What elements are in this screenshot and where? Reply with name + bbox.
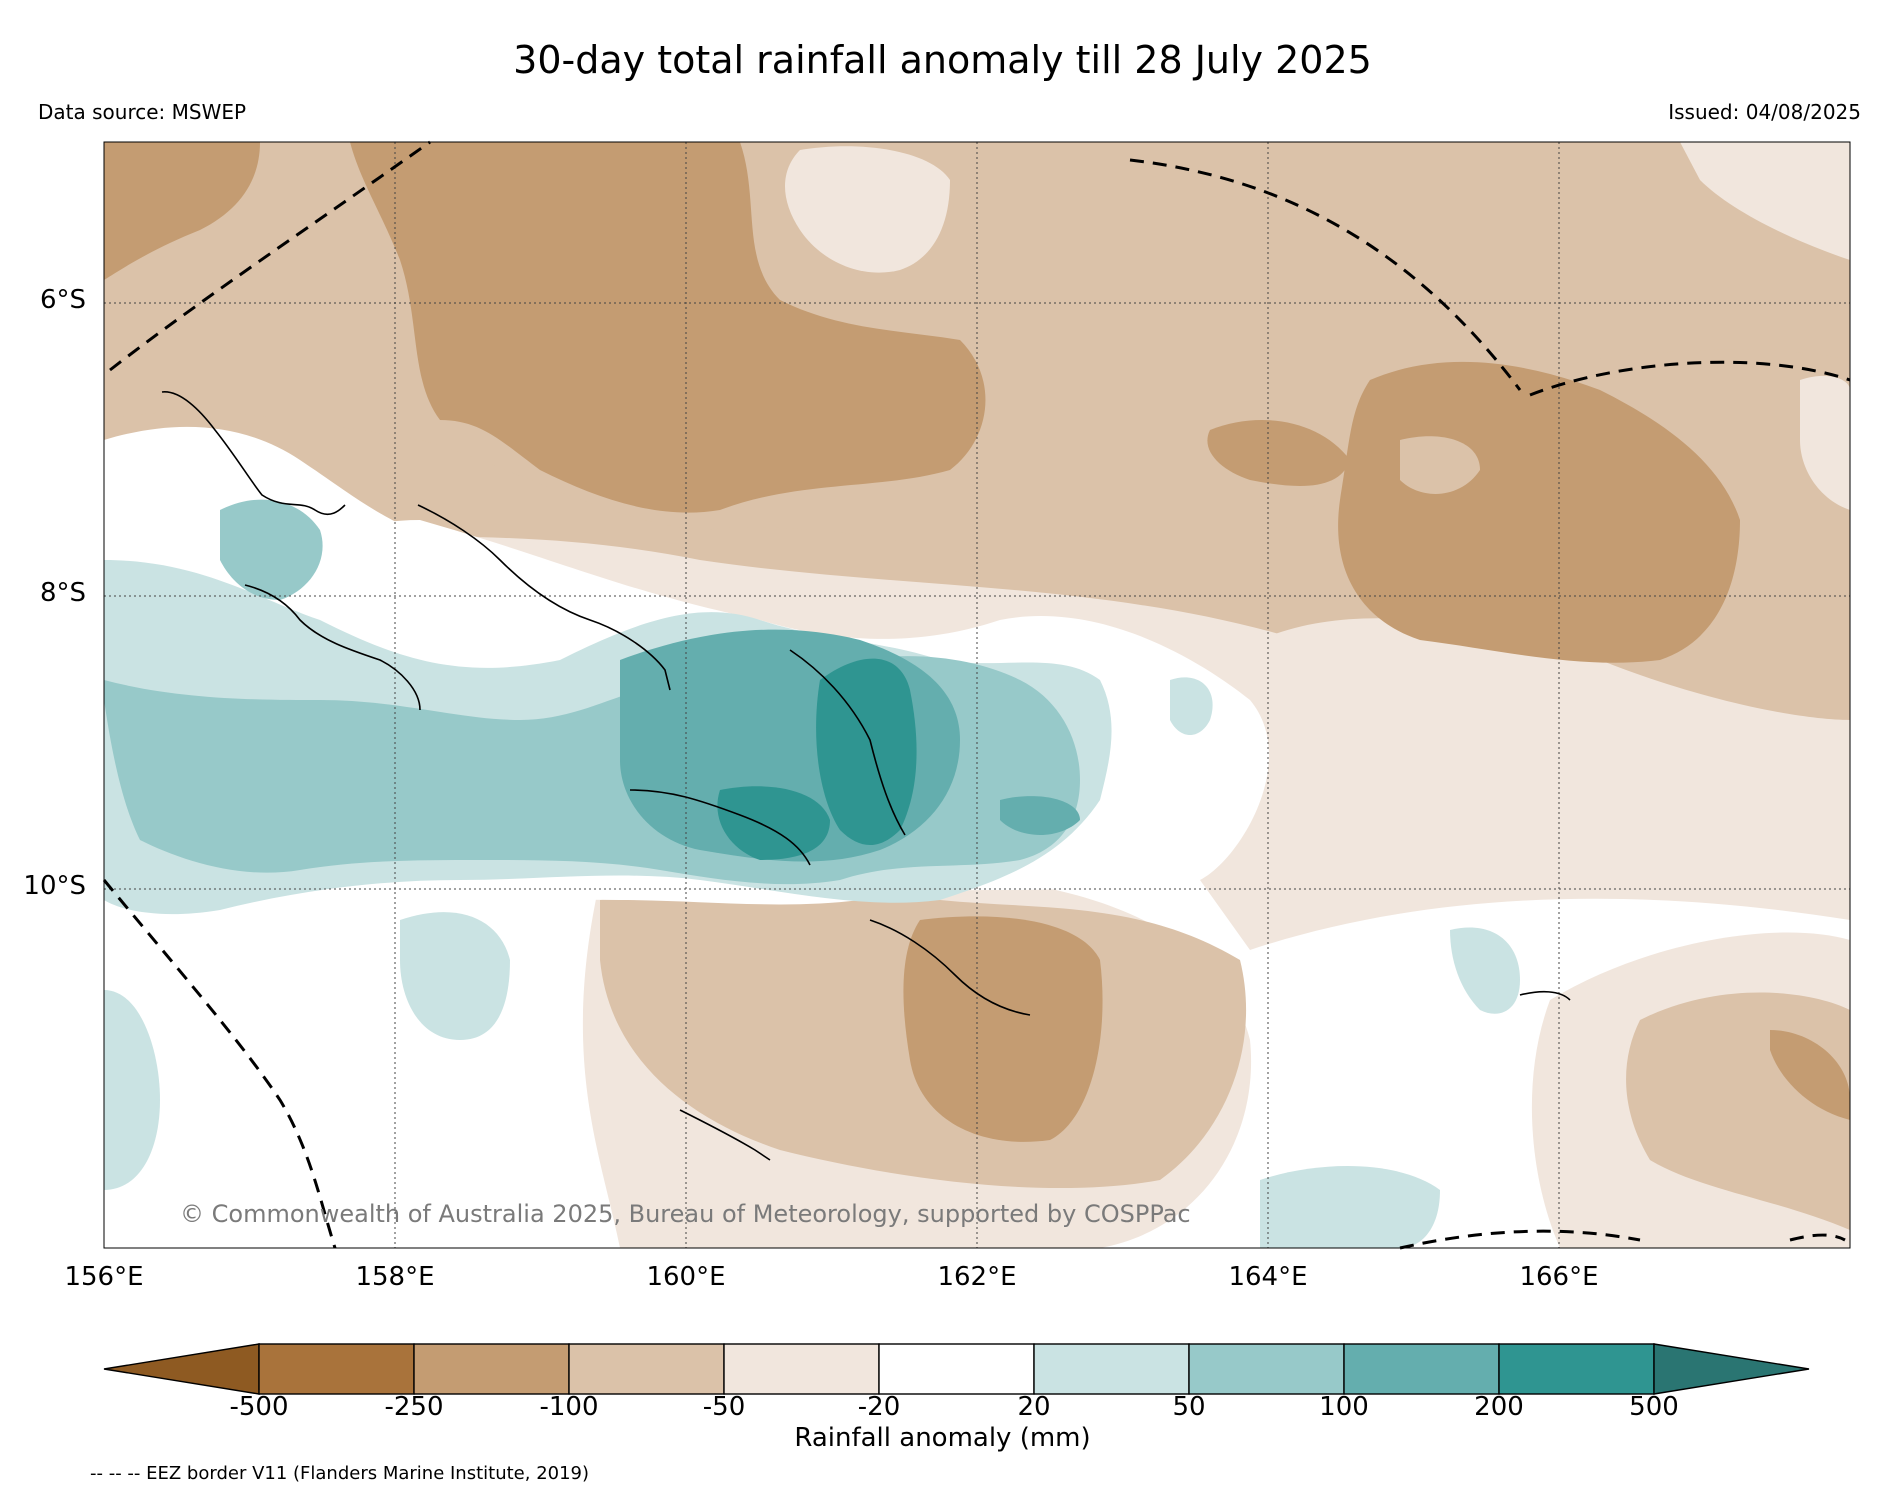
colorbar-bin <box>1343 1343 1500 1395</box>
colorbar-tick: 50 <box>1172 1392 1206 1422</box>
rennell-coast <box>679 1109 771 1161</box>
field-lightteal-southcenter <box>1260 1166 1440 1248</box>
nendo-coast <box>1519 990 1571 1001</box>
field-light-east <box>1258 618 1850 900</box>
guadalcanal-coast <box>629 789 811 866</box>
field-brown-northwest <box>104 142 260 280</box>
colorbar <box>103 1343 1810 1395</box>
new-georgia-coast <box>244 584 421 711</box>
field-brown-north <box>350 142 986 513</box>
lon-label-166e: 166°E <box>1519 1262 1599 1292</box>
field-brown-east-small <box>1207 420 1350 486</box>
colorbar-extend-high <box>1653 1343 1810 1395</box>
colorbar-tick: 100 <box>1319 1392 1369 1422</box>
lat-label-8s: 8°S <box>39 578 86 608</box>
colorbar-bin <box>1188 1343 1345 1395</box>
eez-borders <box>102 140 1851 1250</box>
map-title: 30-day total rainfall anomaly till 28 Ju… <box>513 38 1372 82</box>
lat-label-6s: 6°S <box>39 285 86 315</box>
malaita-coast <box>789 649 906 836</box>
field-lightteal-east <box>1450 927 1520 1014</box>
colorbar-tick: -250 <box>384 1392 444 1422</box>
colorbar-bin <box>1033 1343 1190 1395</box>
field-light-north <box>785 146 950 273</box>
eez-line-northeast <box>1129 158 1522 391</box>
colorbar-tick: 500 <box>1629 1392 1679 1422</box>
field-midteal-east <box>1000 796 1080 835</box>
lat-label-10s: 10°S <box>23 871 86 901</box>
colorbar-tick: -20 <box>857 1392 901 1422</box>
copyright-notice: © Commonwealth of Australia 2025, Bureau… <box>180 1200 1191 1228</box>
lon-label-158e: 158°E <box>355 1262 435 1292</box>
lon-label-164e: 164°E <box>1228 1262 1308 1292</box>
colorbar-tick: -50 <box>702 1392 746 1422</box>
map-frame <box>103 141 1851 1249</box>
colorbar-bin <box>1498 1343 1655 1395</box>
eez-legend-note: -- -- -- EEZ border V11 (Flanders Marine… <box>90 1463 590 1484</box>
colorbar-tick: 20 <box>1017 1392 1051 1422</box>
eez-line-east <box>1529 360 1851 397</box>
lon-label-160e: 160°E <box>646 1262 726 1292</box>
eez-line-southeast <box>1789 1233 1846 1242</box>
colorbar-bin <box>568 1343 725 1395</box>
colorbar-bin <box>258 1343 415 1395</box>
colorbar-tick: -100 <box>539 1392 599 1422</box>
field-teal-northwest <box>220 499 323 600</box>
colorbar-bin <box>723 1343 880 1395</box>
bougainville-coast <box>161 391 346 515</box>
field-lightteal-makira <box>1170 677 1213 735</box>
field-light-northeast <box>1680 142 1850 260</box>
field-darkteal-center <box>816 658 917 845</box>
lon-label-162e: 162°E <box>937 1262 1017 1292</box>
eez-line-south <box>1399 1229 1641 1250</box>
field-darkteal-south <box>717 786 830 860</box>
makira-coast <box>869 919 1031 1016</box>
field-lightteal-southwest <box>400 912 510 1040</box>
colorbar-bin <box>413 1343 570 1395</box>
colorbar-bin <box>878 1343 1035 1395</box>
coastlines <box>161 391 1571 1161</box>
colorbar-tick: 200 <box>1474 1392 1524 1422</box>
data-source-label: Data source: MSWEP <box>38 100 247 124</box>
field-tan-east-hole <box>1400 436 1480 494</box>
field-brown-southeast <box>1770 1030 1850 1120</box>
eez-line-northwest <box>109 140 431 372</box>
gridlines <box>104 142 1850 1248</box>
field-light-east-edge <box>1800 375 1850 510</box>
santa-isabel-coast <box>417 504 671 691</box>
field-lightteal-westedge <box>104 990 160 1190</box>
issued-date-label: Issued: 04/08/2025 <box>1668 100 1861 124</box>
lon-label-156e: 156°E <box>64 1262 144 1292</box>
colorbar-label: Rainfall anomaly (mm) <box>794 1423 1091 1453</box>
colorbar-extend-low <box>103 1343 260 1395</box>
colorbar-tick: -500 <box>229 1392 289 1422</box>
